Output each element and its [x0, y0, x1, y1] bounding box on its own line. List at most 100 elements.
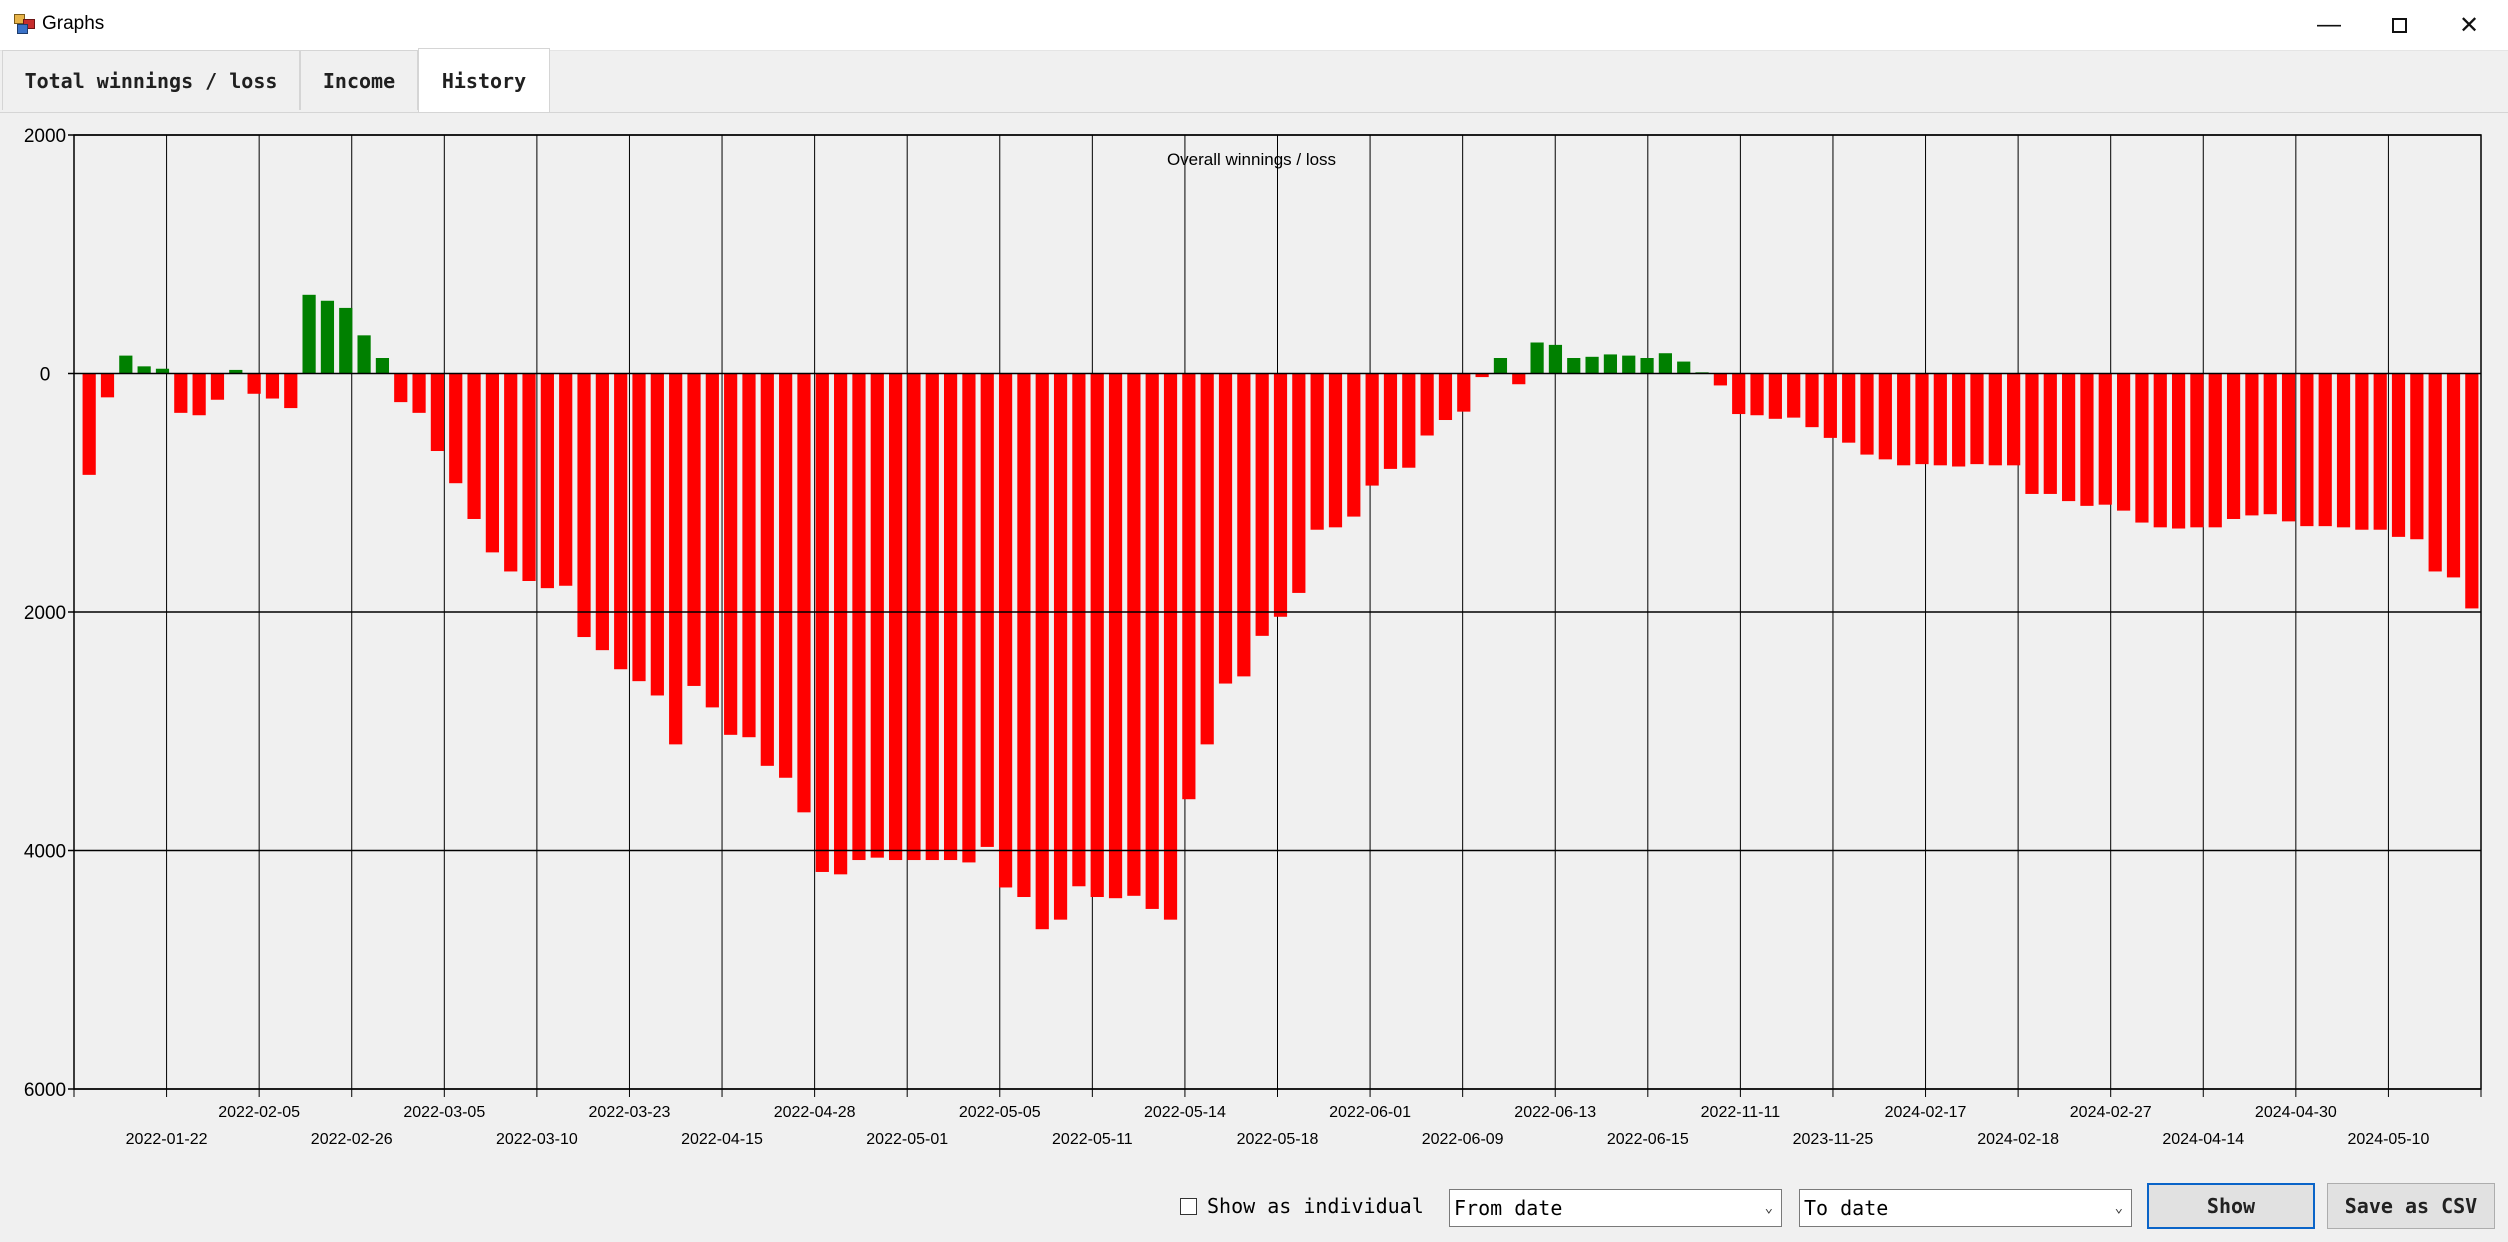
minimize-icon[interactable]: — [2317, 11, 2341, 38]
chart-bar [1512, 373, 1526, 385]
chart-bar [1952, 373, 1966, 467]
chevron-down-icon: ⌄ [1764, 1200, 1773, 1216]
chart-bar [430, 373, 444, 452]
chart-bar [1732, 373, 1746, 415]
close-icon[interactable]: ✕ [2458, 11, 2480, 39]
chart-bar [1878, 373, 1892, 460]
chart-bar [247, 373, 261, 394]
chart-bar [907, 373, 921, 861]
maximize-icon[interactable] [2364, 0, 2434, 50]
chart-bar [1273, 373, 1288, 617]
chart-bar [1823, 373, 1837, 438]
chart-bar [1970, 373, 1984, 465]
show-individual-option[interactable]: Show as individual [1180, 1194, 1424, 1218]
chart-bar [1090, 373, 1104, 898]
to-date-select[interactable]: To date ⌄ [1799, 1189, 2132, 1227]
chart-bar [1548, 344, 1563, 374]
chart-bar [1163, 373, 1178, 920]
app-icon [14, 14, 36, 34]
chart-bar [174, 373, 188, 413]
chart-bar [1768, 373, 1782, 419]
chart-bar [412, 373, 426, 413]
window-title: Graphs [42, 13, 105, 34]
chart-bar [2117, 373, 2131, 511]
show-button[interactable]: Show [2147, 1183, 2315, 1229]
chart-bar [2391, 373, 2406, 537]
chart-bar [815, 373, 829, 872]
chart-bar [2446, 373, 2461, 578]
chart-bar [687, 373, 701, 686]
chart-bar [1677, 361, 1691, 374]
chart-bar [2245, 373, 2259, 516]
from-date-select[interactable]: From date ⌄ [1449, 1189, 1782, 1227]
chart-bar [2135, 373, 2149, 523]
x-tick-label: 2022-02-26 [311, 1131, 393, 1148]
show-individual-checkbox[interactable] [1180, 1197, 1197, 1215]
x-tick-label: 2024-02-27 [2070, 1104, 2152, 1121]
chart-bar [2336, 373, 2351, 528]
chart-bar [1420, 373, 1434, 436]
chart-bar [2300, 373, 2314, 527]
x-tick-label: 2024-02-18 [1977, 1131, 2059, 1148]
chart-bar [2226, 373, 2241, 519]
chart-bar [449, 373, 463, 484]
x-tick-label: 2022-05-18 [1237, 1131, 1319, 1148]
x-tick-label: 2022-05-01 [866, 1131, 948, 1148]
chart-bar [2465, 373, 2479, 609]
chart-bar [724, 373, 738, 735]
chart-bar [2208, 373, 2222, 528]
x-tick-label: 2024-04-14 [2162, 1131, 2244, 1148]
history-chart: 2000 0 2000 4000 6000 2022-02-05 2022-03-05 202… [24, 126, 2482, 1148]
chart-bar [2080, 373, 2094, 506]
save-csv-button[interactable]: Save as CSV [2327, 1183, 2495, 1229]
chart-bar [1787, 373, 1801, 418]
chart-bar [522, 373, 536, 581]
x-tick-label: 2022-02-05 [218, 1104, 300, 1121]
chart-bar [632, 373, 646, 682]
x-tick-label: 2024-04-30 [2255, 1104, 2337, 1121]
chart-bar [650, 373, 664, 696]
chart-bar [82, 373, 96, 475]
chart-bar [2410, 373, 2424, 540]
chart-bar [2373, 373, 2387, 530]
from-date-value: From date [1454, 1196, 1563, 1220]
chart-bar [1842, 373, 1856, 443]
chevron-down-icon: ⌄ [2114, 1200, 2123, 1216]
x-tick-label: 2024-02-17 [1885, 1104, 1967, 1121]
chart-bar [155, 368, 170, 374]
chart-bar [1053, 373, 1068, 920]
chart-bar [284, 373, 298, 409]
chart-bar [834, 373, 848, 875]
chart-bar [1402, 373, 1416, 468]
chart-bar [705, 373, 719, 708]
chart-bar [779, 373, 793, 778]
chart-bar [2318, 373, 2332, 527]
chart-bar [1603, 354, 1618, 374]
chart-bar [467, 373, 481, 519]
x-tick-label: 2022-03-10 [496, 1131, 578, 1148]
chart-bar [2153, 373, 2167, 528]
chart-bar [2355, 373, 2369, 530]
tab-income[interactable]: Income [300, 50, 418, 110]
chart-bar [265, 373, 280, 399]
chart-bar [339, 307, 353, 374]
chart-bar [2281, 373, 2296, 522]
chart-bar [320, 300, 335, 374]
chart-bar [577, 373, 591, 638]
window-titlebar: Graphs — ✕ [0, 0, 2508, 51]
chart-bar [614, 373, 628, 670]
chart-bar [1328, 373, 1343, 528]
tab-total-winnings-loss[interactable]: Total winnings / loss [2, 50, 300, 110]
chart-bar [559, 373, 573, 586]
chart-bar [2171, 373, 2186, 529]
x-tick-label: 2024-05-10 [2348, 1131, 2430, 1148]
chart-bar [1493, 358, 1508, 374]
chart-bar [2043, 373, 2057, 494]
chart-bar [1915, 373, 1929, 465]
chart-bar [1988, 373, 2002, 466]
chart-bar [1310, 373, 1324, 530]
chart-bar [375, 358, 390, 374]
chart-bar [119, 355, 133, 374]
tab-history[interactable]: History [418, 48, 550, 112]
y-tick-label: 2000 [24, 126, 66, 147]
